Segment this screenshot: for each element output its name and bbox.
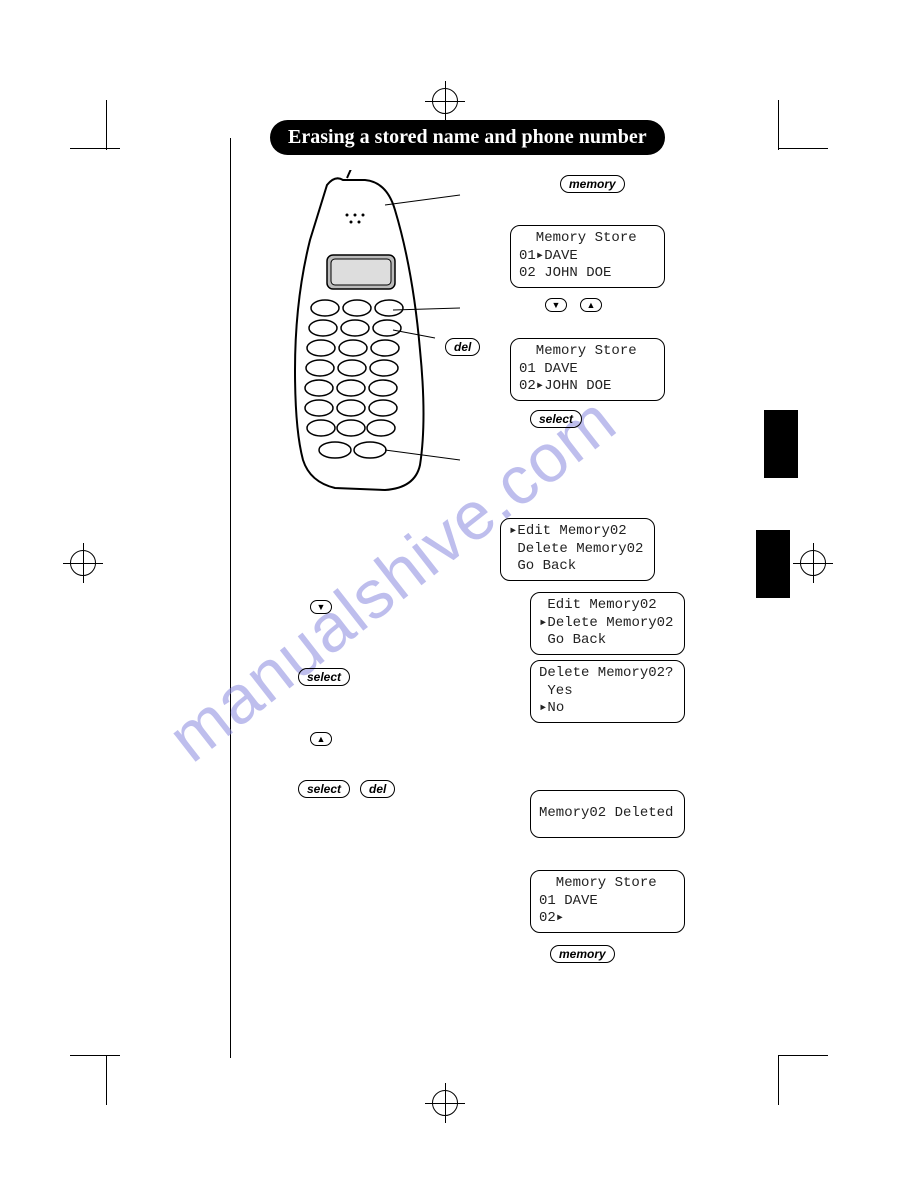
del-button-label: del [445, 338, 480, 356]
memory-button-label: memory [560, 175, 625, 193]
up-arrow-icon-2: ▲ [310, 732, 332, 746]
side-tab [756, 530, 790, 598]
select-button-label-2: select [298, 668, 350, 686]
manual-page: Erasing a stored name and phone number [230, 120, 790, 155]
page-heading: Erasing a stored name and phone number [270, 120, 665, 155]
lcd-screen-5: Delete Memory02? Yes ▸No [530, 660, 685, 723]
select-button-label-3: select [298, 780, 350, 798]
up-arrow-icon: ▲ [580, 298, 602, 312]
select-button-label-1: select [530, 410, 582, 428]
del-button-label-2: del [360, 780, 395, 798]
lcd-screen-1: Memory Store 01▸DAVE 02 JOHN DOE [510, 225, 665, 288]
lcd-screen-3: ▸Edit Memory02 Delete Memory02 Go Back [500, 518, 655, 581]
down-arrow-icon: ▼ [545, 298, 567, 312]
vertical-divider [230, 138, 231, 1058]
lcd-screen-2: Memory Store 01 DAVE 02▸JOHN DOE [510, 338, 665, 401]
section-tab [764, 410, 798, 478]
memory-button-label-2: memory [550, 945, 615, 963]
down-arrow-icon-2: ▼ [310, 600, 332, 614]
lcd-screen-6: Memory02 Deleted [530, 790, 685, 838]
lcd-screen-7: Memory Store 01 DAVE 02▸ [530, 870, 685, 933]
lcd-screen-4: Edit Memory02 ▸Delete Memory02 Go Back [530, 592, 685, 655]
